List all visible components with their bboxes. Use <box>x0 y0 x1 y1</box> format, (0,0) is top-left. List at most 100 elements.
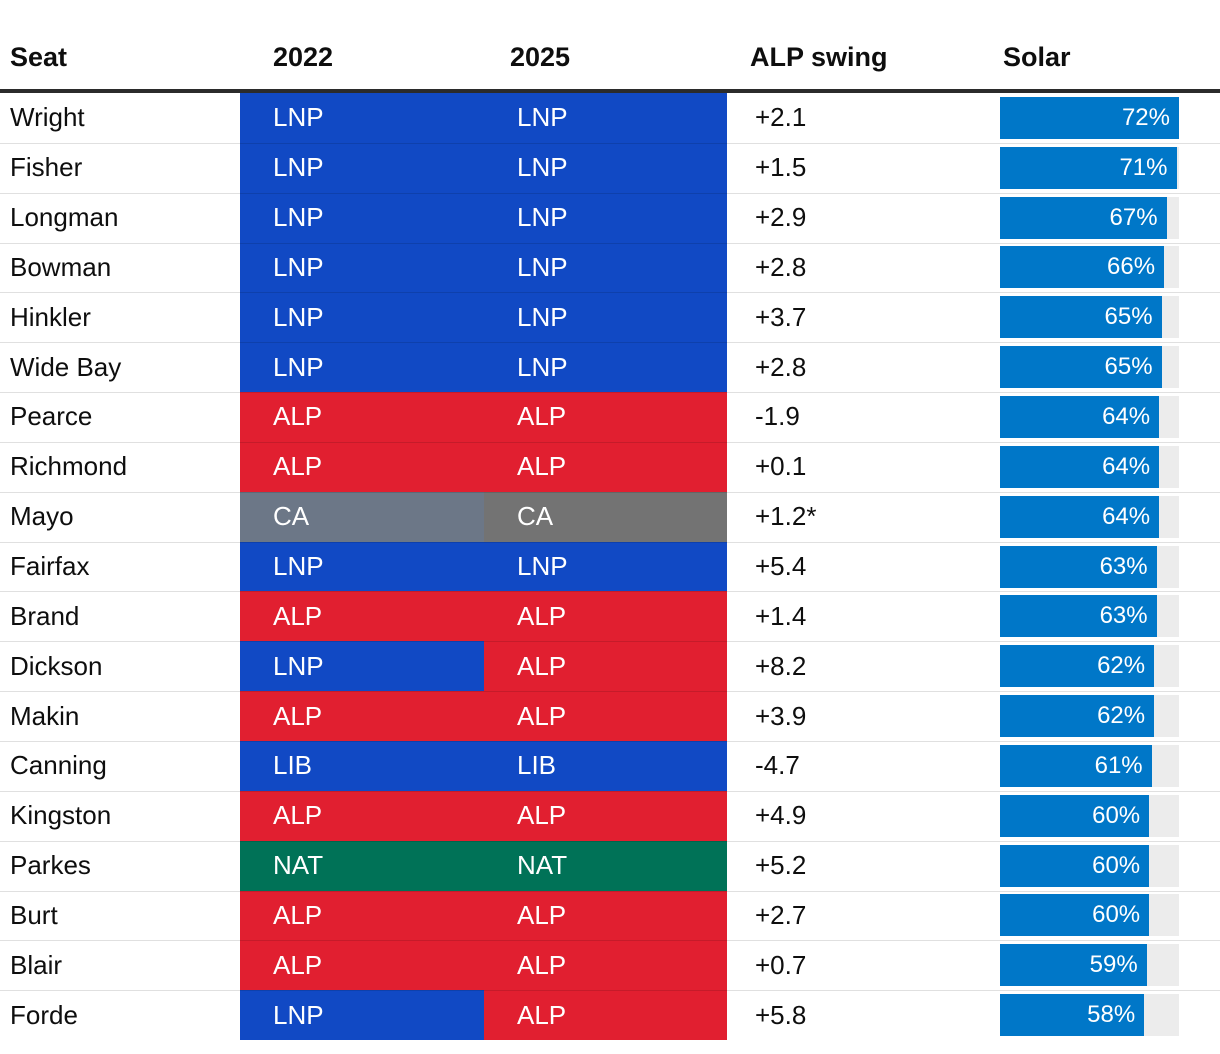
party-2022-label: CA <box>273 501 310 532</box>
seat-name: Makin <box>10 700 80 731</box>
solar-bar-label: 62% <box>1097 702 1146 730</box>
alp-swing-value: +5.8 <box>755 999 807 1030</box>
alp-swing-value: +2.8 <box>755 251 807 282</box>
seat-name: Longman <box>10 202 119 233</box>
party-2025-label: LIB <box>517 750 557 781</box>
solar-bar: 64% <box>1000 395 1160 438</box>
solar-bar-track: 72% <box>1000 96 1179 139</box>
party-2022-cell: LNP <box>240 142 484 193</box>
solar-bar-label: 61% <box>1094 751 1143 779</box>
solar-cell: 60% <box>1000 791 1220 841</box>
solar-bar: 58% <box>1000 994 1145 1037</box>
party-2022-label: LNP <box>273 102 324 133</box>
solar-cell: 62% <box>1000 641 1220 691</box>
party-2025-label: NAT <box>517 850 568 881</box>
party-2022-cell: ALP <box>240 441 484 492</box>
party-2025-cell: ALP <box>484 990 727 1041</box>
solar-bar: 63% <box>1000 595 1157 638</box>
party-2022-cell: LIB <box>240 740 484 791</box>
alp-swing-value: +5.2 <box>755 850 807 881</box>
solar-bar-label: 64% <box>1102 502 1151 530</box>
table-row: Makin ALP ALP +3.9 62% <box>0 691 1220 741</box>
solar-bar: 64% <box>1000 445 1160 488</box>
alp-swing-value: +5.4 <box>755 551 807 582</box>
party-2025-cell: ALP <box>484 691 727 741</box>
solar-bar: 71% <box>1000 146 1177 189</box>
party-2022-cell: LNP <box>240 292 484 343</box>
solar-bar-track: 59% <box>1000 944 1179 987</box>
solar-cell: 65% <box>1000 342 1220 392</box>
solar-bar-label: 65% <box>1104 353 1153 381</box>
seat-name: Wide Bay <box>10 351 122 382</box>
table-row: Kingston ALP ALP +4.9 60% <box>0 790 1220 841</box>
solar-cell: 60% <box>1000 841 1220 891</box>
alp-swing-value: +2.8 <box>755 351 807 382</box>
party-2025-cell: ALP <box>484 890 727 941</box>
party-2022-label: ALP <box>273 600 323 631</box>
party-2022-cell: ALP <box>240 691 484 741</box>
party-2022-label: ALP <box>273 700 323 731</box>
party-2022-cell: ALP <box>240 940 484 991</box>
party-2025-cell: LNP <box>484 541 727 592</box>
solar-bar-track: 64% <box>1000 395 1179 438</box>
party-2025-cell: LNP <box>484 342 727 393</box>
solar-bar-label: 63% <box>1099 552 1148 580</box>
column-header-2025: 2025 <box>510 42 571 72</box>
solar-bar-label: 67% <box>1109 203 1158 231</box>
table-row: Fisher LNP LNP +1.5 71% <box>0 142 1220 193</box>
alp-swing-value: +1.4 <box>755 600 807 631</box>
column-header-solar: Solar <box>1003 42 1071 72</box>
table-row: Dickson LNP ALP +8.2 62% <box>0 641 1220 692</box>
table-row: Fairfax LNP LNP +5.4 63% <box>0 541 1220 592</box>
party-2025-cell: CA <box>484 491 727 542</box>
solar-cell: 63% <box>1000 591 1220 641</box>
party-2022-label: LIB <box>273 750 313 781</box>
solar-bar-label: 58% <box>1087 1001 1136 1029</box>
table-row: Longman LNP LNP +2.9 67% <box>0 192 1220 243</box>
party-2025-cell: LNP <box>484 93 727 143</box>
solar-bar-label: 60% <box>1092 851 1141 879</box>
table-header: Seat 2022 2025 ALP swing Solar <box>0 0 1220 93</box>
solar-cell: 58% <box>1000 990 1220 1040</box>
solar-bar: 67% <box>1000 196 1167 239</box>
solar-cell: 64% <box>1000 392 1220 442</box>
solar-bar-label: 64% <box>1102 452 1151 480</box>
seat-name: Fairfax <box>10 551 90 582</box>
party-2022-cell: ALP <box>240 392 484 442</box>
seat-name: Dickson <box>10 650 103 681</box>
party-2022-cell: LNP <box>240 192 484 243</box>
party-2025-label: ALP <box>517 949 567 980</box>
party-2025-label: ALP <box>517 401 567 432</box>
solar-bar: 60% <box>1000 894 1150 937</box>
party-2025-label: LNP <box>517 102 568 133</box>
party-2022-label: ALP <box>273 401 323 432</box>
party-2025-label: LNP <box>517 251 568 282</box>
table-row: Bowman LNP LNP +2.8 66% <box>0 242 1220 293</box>
party-2022-label: LNP <box>273 551 324 582</box>
solar-bar-label: 60% <box>1092 801 1141 829</box>
alp-swing-value: +2.1 <box>755 102 807 133</box>
seat-name: Pearce <box>10 401 93 432</box>
solar-bar-label: 66% <box>1107 253 1156 281</box>
column-header-alp-swing: ALP swing <box>750 42 888 72</box>
solar-bar: 66% <box>1000 246 1165 289</box>
party-2025-cell: LIB <box>484 740 727 791</box>
solar-bar-track: 65% <box>1000 346 1179 389</box>
party-2022-cell: ALP <box>240 591 484 642</box>
party-2025-label: ALP <box>517 899 567 930</box>
solar-bar-track: 62% <box>1000 645 1179 688</box>
party-2022-cell: NAT <box>240 840 484 891</box>
party-2025-label: ALP <box>517 600 567 631</box>
party-2025-cell: LNP <box>484 192 727 243</box>
party-2022-cell: ALP <box>240 890 484 941</box>
party-2022-cell: LNP <box>240 342 484 393</box>
solar-bar: 59% <box>1000 944 1147 987</box>
solar-bar: 60% <box>1000 794 1150 837</box>
alp-swing-value: +0.1 <box>755 451 807 482</box>
seat-name: Blair <box>10 949 63 980</box>
party-2025-cell: NAT <box>484 840 727 891</box>
solar-cell: 63% <box>1000 542 1220 592</box>
solar-bar-track: 63% <box>1000 545 1179 588</box>
party-2022-label: LNP <box>273 351 324 382</box>
table-row: Wide Bay LNP LNP +2.8 65% <box>0 342 1220 393</box>
